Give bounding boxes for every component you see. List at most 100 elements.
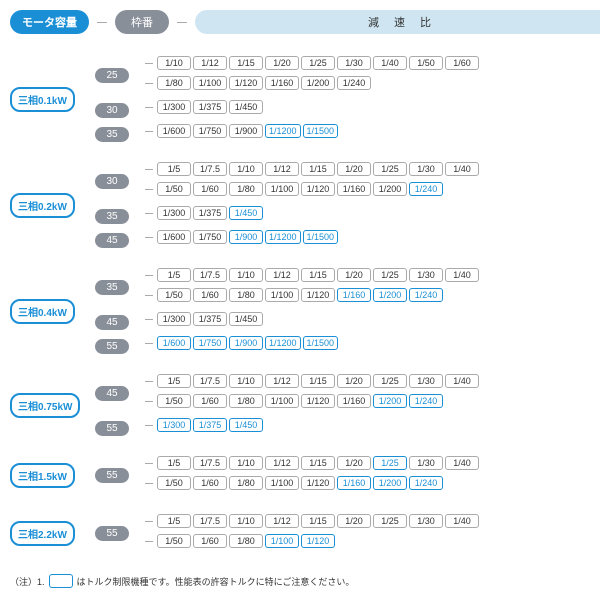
ratio-box: 1/200 xyxy=(373,394,407,408)
motor-pill: 三相1.5kW xyxy=(10,463,75,488)
ratio-box: 1/120 xyxy=(301,182,335,196)
header-motor: モータ容量 xyxy=(10,10,89,34)
ratio-line: 1/801/1001/1201/1601/2001/240 xyxy=(145,74,600,92)
ratio-box: 1/300 xyxy=(157,418,191,432)
ratio-box: 1/60 xyxy=(193,394,227,408)
ratio-line: 1/6001/7501/9001/12001/1500 xyxy=(145,122,600,140)
frame-row: 55 xyxy=(95,512,145,554)
ratio-line: 1/501/601/801/1001/1201/1601/2001/240 xyxy=(145,286,600,304)
ratio-box: 1/60 xyxy=(445,56,479,70)
ratio-box: 1/40 xyxy=(445,268,479,282)
frame-pill: 35 xyxy=(95,127,129,142)
motor-pill: 三相0.1kW xyxy=(10,87,75,112)
header-frame: 枠番 xyxy=(115,10,169,34)
ratio-box: 1/15 xyxy=(301,374,335,388)
ratio-box: 1/10 xyxy=(229,374,263,388)
motor-col: 三相0.1kW xyxy=(10,54,95,144)
ratio-box: 1/25 xyxy=(373,374,407,388)
ratio-box: 1/60 xyxy=(193,476,227,490)
ratio-line: 1/501/601/801/1001/120 xyxy=(145,532,600,550)
ratio-line: 1/3001/3751/450 xyxy=(145,98,600,116)
frame-row: 35 xyxy=(95,206,145,226)
ratio-line: 1/3001/3751/450 xyxy=(145,204,600,222)
ratio-box: 1/80 xyxy=(229,476,263,490)
connector-line xyxy=(145,213,153,214)
ratio-box: 1/15 xyxy=(229,56,263,70)
ratio-box: 1/1200 xyxy=(265,124,301,138)
ratio-box: 1/300 xyxy=(157,100,191,114)
ratio-box: 1/1200 xyxy=(265,336,301,350)
ratio-box: 1/240 xyxy=(337,76,371,90)
ratio-box: 1/5 xyxy=(157,456,191,470)
ratio-box: 1/30 xyxy=(409,514,443,528)
ratio-box: 1/12 xyxy=(265,456,299,470)
connector-line xyxy=(145,401,153,402)
ratio-box: 1/30 xyxy=(337,56,371,70)
connector-line xyxy=(145,381,153,382)
ratio-box: 1/50 xyxy=(157,182,191,196)
ratio-box: 1/20 xyxy=(337,374,371,388)
ratio-box: 1/60 xyxy=(193,534,227,548)
ratio-line: 1/51/7.51/101/121/151/201/251/301/40 xyxy=(145,454,600,472)
ratio-box: 1/40 xyxy=(445,456,479,470)
frame-row: 30 xyxy=(95,100,145,120)
ratio-box: 1/12 xyxy=(265,268,299,282)
ratio-box: 1/450 xyxy=(229,100,263,114)
ratio-box: 1/240 xyxy=(409,288,443,302)
ratio-box: 1/900 xyxy=(229,230,263,244)
ratio-box: 1/30 xyxy=(409,162,443,176)
frame-row: 45 xyxy=(95,312,145,332)
ratio-box: 1/50 xyxy=(157,394,191,408)
motor-pill: 三相0.75kW xyxy=(10,393,80,418)
connector-line xyxy=(145,169,153,170)
ratio-box: 1/750 xyxy=(193,124,227,138)
ratio-box: 1/7.5 xyxy=(193,374,227,388)
ratio-box: 1/375 xyxy=(193,206,227,220)
connector-line xyxy=(145,295,153,296)
frame-row: 25 xyxy=(95,54,145,96)
ratio-box: 1/25 xyxy=(373,514,407,528)
ratio-line: 1/51/7.51/101/121/151/201/251/301/40 xyxy=(145,266,600,284)
ratio-box: 1/5 xyxy=(157,514,191,528)
header-dash xyxy=(177,22,187,23)
ratio-box: 1/60 xyxy=(193,288,227,302)
ratio-box: 1/160 xyxy=(337,476,371,490)
ratio-box: 1/240 xyxy=(409,394,443,408)
ratio-col: 1/51/7.51/101/121/151/201/251/301/40 1/50… xyxy=(145,266,600,356)
ratio-box: 1/10 xyxy=(229,162,263,176)
ratio-box: 1/20 xyxy=(337,268,371,282)
header-ratio: 減 速 比 xyxy=(195,10,600,34)
connector-line xyxy=(145,131,153,132)
ratio-box: 1/30 xyxy=(409,374,443,388)
connector-line xyxy=(145,425,153,426)
frame-pill: 45 xyxy=(95,386,129,401)
frame-pill: 35 xyxy=(95,280,129,295)
ratio-box: 1/100 xyxy=(265,288,299,302)
ratio-box: 1/100 xyxy=(265,394,299,408)
ratio-box: 1/375 xyxy=(193,100,227,114)
frame-pill: 30 xyxy=(95,103,129,118)
ratio-line: 1/501/601/801/1001/1201/1601/2001/240 xyxy=(145,474,600,492)
ratio-box: 1/240 xyxy=(409,182,443,196)
motor-group: 三相0.75kW45551/51/7.51/101/121/151/201/25… xyxy=(10,372,600,438)
ratio-box: 1/15 xyxy=(301,268,335,282)
ratio-box: 1/40 xyxy=(445,162,479,176)
ratio-box: 1/600 xyxy=(157,336,191,350)
connector-line xyxy=(145,319,153,320)
ratio-box: 1/80 xyxy=(229,394,263,408)
motor-group: 三相2.2kW551/51/7.51/101/121/151/201/251/3… xyxy=(10,512,600,554)
ratio-box: 1/15 xyxy=(301,456,335,470)
connector-line xyxy=(145,63,153,64)
motor-group: 三相0.2kW3035451/51/7.51/101/121/151/201/2… xyxy=(10,160,600,250)
frame-row: 45 xyxy=(95,372,145,414)
ratio-box: 1/450 xyxy=(229,418,263,432)
groups-container: 三相0.1kW2530351/101/121/151/201/251/301/4… xyxy=(10,54,600,554)
ratio-box: 1/450 xyxy=(229,312,263,326)
ratio-box: 1/25 xyxy=(301,56,335,70)
motor-group: 三相0.1kW2530351/101/121/151/201/251/301/4… xyxy=(10,54,600,144)
ratio-box: 1/120 xyxy=(301,394,335,408)
ratio-box: 1/900 xyxy=(229,336,263,350)
frame-pill: 25 xyxy=(95,68,129,83)
ratio-col: 1/51/7.51/101/121/151/201/251/301/401/50… xyxy=(145,512,600,554)
ratio-line: 1/51/7.51/101/121/151/201/251/301/40 xyxy=(145,372,600,390)
